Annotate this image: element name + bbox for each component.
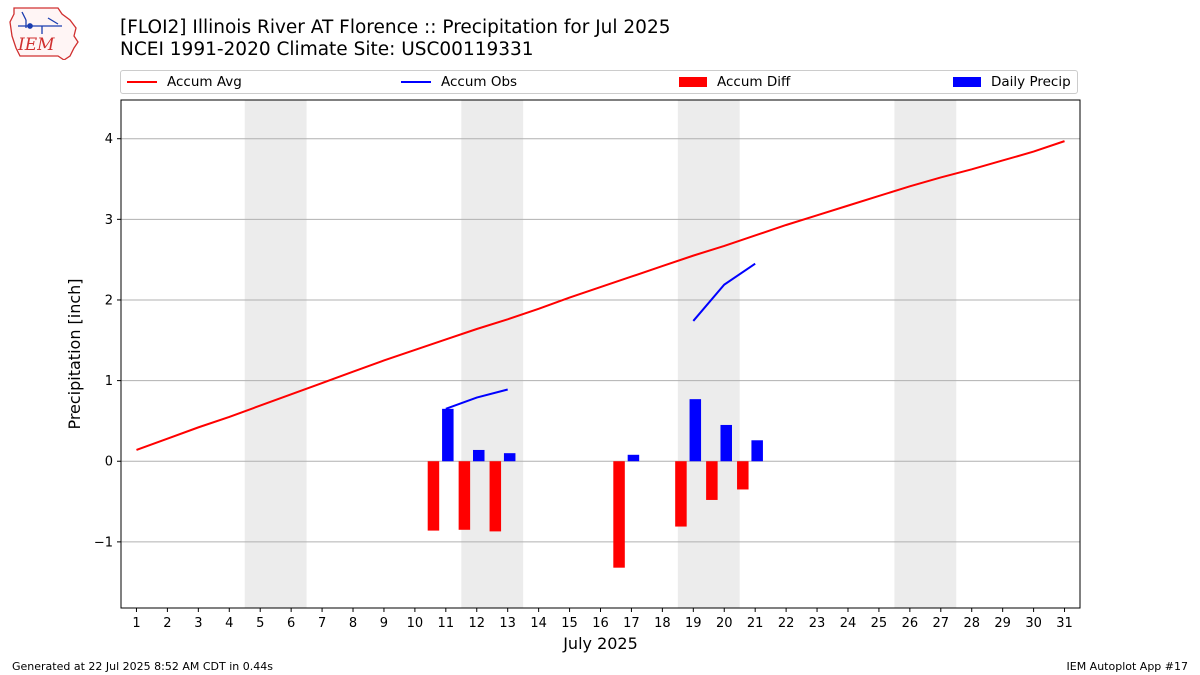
x-tick-label: 11: [438, 616, 455, 631]
accum-avg-line: [136, 140, 1065, 451]
x-tick-label: 10: [407, 616, 424, 631]
x-tick-label: 18: [654, 616, 671, 631]
x-tick-label: 2: [163, 616, 171, 631]
y-axis-label: Precipitation [inch]: [65, 278, 84, 429]
legend-item-accum-avg: Accum Avg: [127, 71, 242, 93]
logo-text: IEM: [17, 35, 55, 55]
chart-title: [FLOI2] Illinois River AT Florence :: Pr…: [120, 17, 671, 38]
legend-swatch-accum-obs: [401, 81, 431, 83]
iem-logo: IEM: [9, 7, 79, 60]
weekend-band: [677, 100, 740, 608]
accum-diff-bar: [675, 461, 687, 527]
accum-diff-bar: [737, 461, 749, 490]
legend-label-accum-avg: Accum Avg: [167, 74, 242, 90]
legend: Accum Avg Accum Obs Accum Diff Daily Pre…: [120, 70, 1078, 94]
x-tick-label: 23: [809, 616, 826, 631]
x-tick-label: 8: [349, 616, 357, 631]
y-tick-label: 2: [105, 293, 113, 308]
chart-subtitle: NCEI 1991-2020 Climate Site: USC00119331: [120, 39, 534, 60]
legend-label-accum-obs: Accum Obs: [441, 74, 518, 90]
legend-item-accum-obs: Accum Obs: [401, 71, 517, 93]
x-tick-label: 29: [994, 616, 1011, 631]
daily-precip-bar: [751, 440, 763, 462]
x-tick-label: 22: [778, 616, 795, 631]
accum-obs-line: [445, 388, 508, 410]
accum-diff-bar: [706, 461, 718, 500]
y-tick-label: 0: [105, 455, 113, 470]
x-tick-label: 24: [840, 616, 857, 631]
accum-diff-bar: [458, 461, 471, 530]
y-tick-label: 4: [105, 132, 113, 147]
legend-item-accum-diff: Accum Diff: [679, 71, 790, 93]
x-tick-label: 21: [747, 616, 764, 631]
accum-diff-bar: [427, 461, 440, 531]
footer-app-text: IEM Autoplot App #17: [1066, 660, 1189, 673]
daily-precip-bar: [627, 454, 640, 462]
accum-diff-bar: [489, 461, 502, 532]
x-tick-label: 1: [132, 616, 140, 631]
x-tick-label: 4: [225, 616, 233, 631]
y-tick-label: 1: [105, 374, 113, 389]
daily-precip-bar: [720, 424, 732, 462]
x-tick-label: 19: [685, 616, 702, 631]
footer-generated-text: Generated at 22 Jul 2025 8:52 AM CDT in …: [12, 660, 273, 673]
x-tick-label: 6: [287, 616, 295, 631]
x-tick-label: 15: [561, 616, 578, 631]
weekend-band: [894, 100, 957, 608]
legend-swatch-accum-diff: [679, 77, 707, 87]
x-tick-label: 16: [592, 616, 609, 631]
weekend-band: [244, 100, 307, 608]
y-tick-label: −1: [94, 535, 113, 550]
x-tick-label: 3: [194, 616, 202, 631]
daily-precip-bar: [442, 408, 454, 462]
x-tick-label: 28: [963, 616, 980, 631]
accum-diff-bar: [613, 461, 625, 568]
x-tick-label: 14: [530, 616, 547, 631]
x-tick-label: 17: [623, 616, 640, 631]
x-tick-label: 13: [499, 616, 516, 631]
x-tick-label: 25: [871, 616, 888, 631]
x-tick-label: 30: [1025, 616, 1042, 631]
legend-label-daily-precip: Daily Precip: [991, 74, 1071, 90]
x-tick-label: 20: [716, 616, 733, 631]
daily-precip-bar: [689, 399, 702, 462]
y-tick-label: 3: [105, 213, 113, 228]
x-tick-label: 7: [318, 616, 326, 631]
x-tick-label: 27: [933, 616, 950, 631]
legend-swatch-accum-avg: [127, 81, 157, 83]
x-tick-label: 5: [256, 616, 264, 631]
plot-frame: [120, 99, 1081, 609]
weekend-band: [461, 100, 524, 608]
x-tick-label: 31: [1056, 616, 1073, 631]
x-tick-label: 12: [468, 616, 485, 631]
daily-precip-bar: [503, 453, 516, 462]
legend-label-accum-diff: Accum Diff: [717, 74, 791, 90]
x-tick-label: 26: [902, 616, 919, 631]
accum-obs-line: [692, 262, 756, 322]
x-axis-label: July 2025: [562, 634, 638, 653]
legend-item-daily-precip: Daily Precip: [953, 71, 1071, 93]
x-tick-label: 9: [380, 616, 388, 631]
legend-swatch-daily-precip: [953, 77, 981, 87]
daily-precip-bar: [473, 449, 485, 462]
